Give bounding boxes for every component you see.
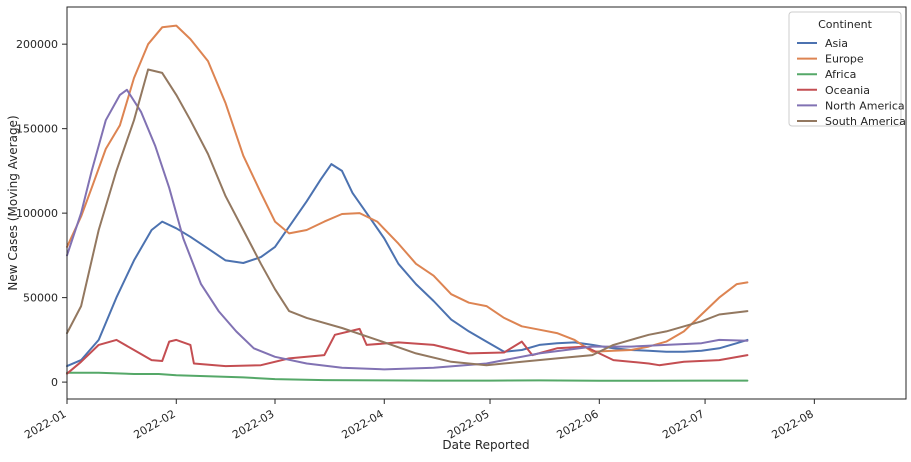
x-tick-label: 2022-04	[339, 407, 385, 441]
legend-label: North America	[825, 99, 905, 112]
y-tick-label: 100000	[16, 207, 58, 220]
x-tick-label: 2022-07	[660, 407, 706, 441]
x-tick-label: 2022-06	[554, 407, 600, 441]
y-tick-label: 150000	[16, 123, 58, 136]
legend: Continent Asia Europe Africa Oceania North Am…	[788, 11, 906, 128]
x-tick-label: 2022-08	[770, 407, 816, 441]
legend-label: Asia	[825, 37, 848, 50]
legend-label: Africa	[825, 68, 856, 81]
x-axis-label: Date Reported	[442, 438, 529, 452]
series-line-europe	[66, 24, 749, 353]
x-tick-label: 2022-05	[445, 407, 491, 441]
legend-label: Europe	[825, 53, 864, 66]
legend-title: Continent	[818, 18, 872, 31]
series-line-oceania	[66, 327, 749, 375]
plot-background	[67, 7, 906, 399]
x-tick-label: 2022-02	[131, 407, 177, 441]
x-tick-label: 2022-03	[230, 407, 276, 441]
series-line-north-america	[66, 88, 749, 371]
legend-label: Oceania	[825, 84, 870, 97]
series-line-africa	[66, 371, 749, 382]
y-tick-label: 50000	[23, 292, 58, 305]
legend-label: South America	[825, 115, 906, 128]
series-layer	[66, 24, 749, 382]
series-line-south-america	[66, 68, 749, 367]
plot-frame	[66, 6, 907, 400]
y-tick-label: 0	[51, 376, 58, 389]
legend-box	[788, 11, 902, 127]
plot-area	[67, 7, 906, 399]
y-tick-label: 200000	[16, 38, 58, 51]
y-axis-label: New Cases (Moving Average)	[6, 115, 20, 290]
x-tick-label: 2022-01	[22, 407, 68, 441]
